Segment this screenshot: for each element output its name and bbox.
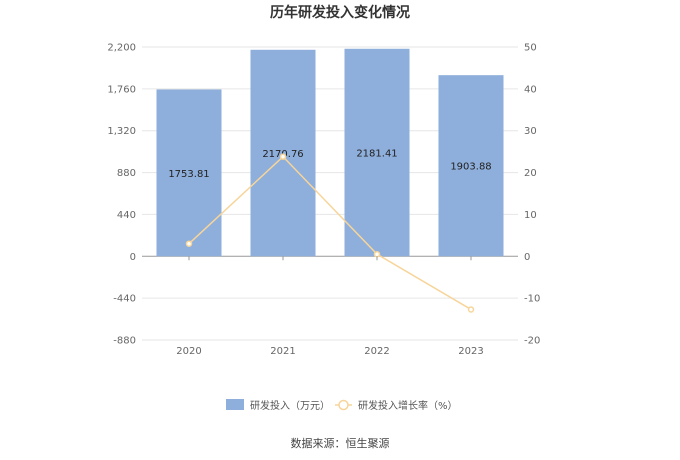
bar[interactable] [344, 48, 410, 257]
y-right-tick-label: 20 [524, 168, 537, 179]
y-right-tick-label: 30 [524, 126, 537, 137]
y-left-tick-label: 1,760 [107, 84, 136, 95]
y-right-tick-label: -20 [524, 336, 540, 347]
y-left-tick-label: 0 [130, 252, 136, 263]
y-right-tick-label: 0 [524, 252, 530, 263]
growth-line [188, 155, 472, 311]
bar-value-label: 1753.81 [168, 169, 209, 180]
line-series [185, 153, 475, 313]
line-point[interactable] [373, 250, 381, 258]
legend: 研发投入（万元） 研发投入增长率（%） [226, 399, 458, 412]
y-left-tick-label: 2,200 [107, 43, 136, 54]
y-left-tick-label: 1,320 [107, 126, 136, 137]
bar-value-label: 1903.88 [450, 162, 491, 173]
x-tick-label: 2021 [270, 346, 295, 357]
x-axis: 2020 2021 2022 2023 [176, 256, 484, 357]
bar[interactable] [438, 75, 504, 257]
right-axis: 50 40 30 20 10 0 -10 -20 [524, 43, 540, 347]
legend-label-bar: 研发投入（万元） [250, 399, 330, 412]
y-left-tick-label: 880 [117, 168, 136, 179]
x-tick-label: 2020 [176, 346, 201, 357]
x-tick-label: 2022 [364, 346, 389, 357]
legend-swatch-line-marker [338, 399, 349, 411]
y-right-tick-label: 10 [524, 210, 537, 221]
line-point[interactable] [185, 240, 193, 247]
y-right-tick-label: 40 [524, 84, 537, 95]
line-point[interactable] [467, 306, 475, 313]
y-left-tick-label: -880 [113, 336, 136, 347]
x-tick-label: 2023 [458, 346, 483, 357]
legend-swatch-bar[interactable] [226, 399, 244, 410]
bar[interactable] [250, 49, 316, 257]
data-source: 数据来源：恒生聚源 [291, 436, 390, 450]
y-right-tick-label: -10 [524, 294, 540, 305]
legend-label-line: 研发投入增长率（%） [358, 399, 458, 412]
line-point[interactable] [279, 153, 287, 160]
bar[interactable] [156, 89, 222, 257]
y-left-tick-label: -440 [113, 294, 136, 305]
bar-value-label: 2181.41 [356, 149, 397, 160]
left-axis: 2,200 1,760 1,320 880 440 0 -440 -880 [107, 43, 136, 347]
y-left-tick-label: 440 [117, 210, 136, 221]
chart-title: 历年研发投入变化情况 [270, 4, 410, 21]
y-right-tick-label: 50 [524, 43, 537, 54]
